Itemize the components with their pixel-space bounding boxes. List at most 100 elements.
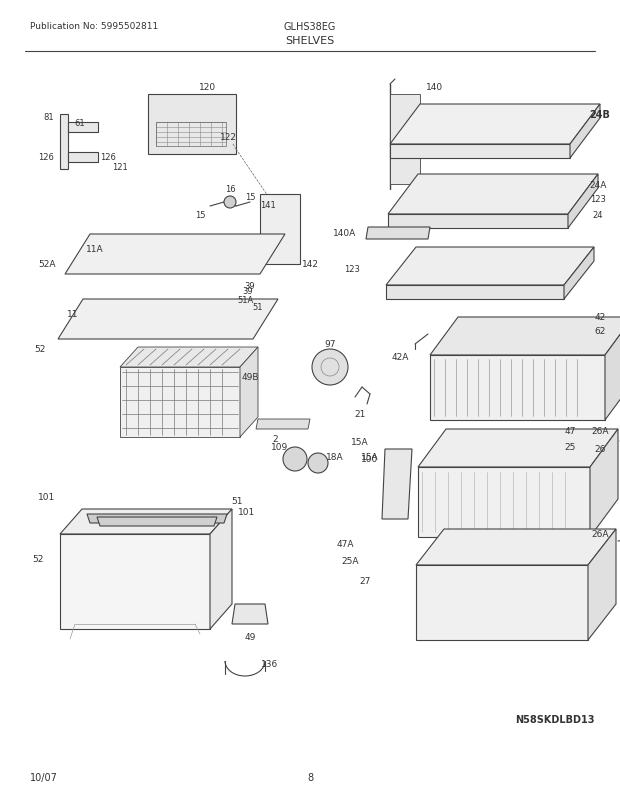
- Text: 18A: 18A: [326, 453, 344, 462]
- Polygon shape: [60, 534, 210, 630]
- Text: 10/07: 10/07: [30, 772, 58, 782]
- Text: 15A: 15A: [361, 453, 379, 462]
- Text: 49: 49: [244, 633, 255, 642]
- Polygon shape: [60, 509, 232, 534]
- Text: 126: 126: [100, 153, 116, 162]
- Polygon shape: [68, 153, 98, 163]
- Text: 61: 61: [74, 119, 86, 128]
- Text: GLHS38EG: GLHS38EG: [284, 22, 336, 32]
- Text: 11: 11: [67, 310, 79, 319]
- Text: 27: 27: [360, 577, 371, 585]
- Polygon shape: [416, 565, 588, 640]
- Circle shape: [312, 350, 348, 386]
- Text: 15: 15: [195, 210, 205, 219]
- Text: 24B: 24B: [590, 110, 611, 119]
- Polygon shape: [430, 318, 620, 355]
- Text: 24: 24: [593, 210, 603, 219]
- Polygon shape: [418, 468, 590, 537]
- Text: 51A: 51A: [237, 296, 253, 305]
- Text: 26A: 26A: [591, 530, 609, 539]
- Text: 42A: 42A: [391, 353, 409, 362]
- Text: 47: 47: [564, 427, 576, 436]
- Text: 49B: 49B: [241, 373, 259, 382]
- Polygon shape: [564, 248, 594, 300]
- Text: 15: 15: [245, 193, 255, 202]
- Text: N58SKDLBD13: N58SKDLBD13: [515, 714, 595, 724]
- Text: 140A: 140A: [334, 229, 356, 238]
- Polygon shape: [386, 286, 564, 300]
- Text: Publication No: 5995502811: Publication No: 5995502811: [30, 22, 158, 31]
- Polygon shape: [232, 604, 268, 624]
- Text: 51: 51: [231, 497, 243, 506]
- Polygon shape: [430, 355, 605, 420]
- Polygon shape: [388, 215, 568, 229]
- Circle shape: [308, 453, 328, 473]
- Text: 51: 51: [253, 303, 264, 312]
- Text: 121: 121: [112, 164, 128, 172]
- Text: 100: 100: [361, 455, 379, 464]
- Polygon shape: [58, 300, 278, 339]
- Polygon shape: [568, 175, 598, 229]
- Text: 123: 123: [590, 195, 606, 205]
- Polygon shape: [65, 235, 285, 274]
- Text: 123: 123: [344, 265, 360, 274]
- Text: 26: 26: [595, 445, 606, 454]
- Polygon shape: [386, 248, 594, 286]
- Polygon shape: [588, 529, 616, 640]
- Text: 62: 62: [595, 327, 606, 336]
- Text: 97: 97: [324, 340, 336, 349]
- Polygon shape: [390, 105, 600, 145]
- Polygon shape: [605, 318, 620, 420]
- Circle shape: [224, 196, 236, 209]
- Text: 81: 81: [43, 113, 54, 123]
- Text: 16: 16: [224, 185, 236, 194]
- Polygon shape: [570, 105, 600, 159]
- Text: 2: 2: [272, 435, 278, 444]
- Text: 25: 25: [564, 443, 576, 452]
- Polygon shape: [590, 429, 618, 537]
- Polygon shape: [240, 347, 258, 437]
- Polygon shape: [256, 419, 310, 429]
- Polygon shape: [87, 514, 227, 524]
- Text: 52: 52: [34, 345, 46, 354]
- Text: 39: 39: [242, 287, 254, 296]
- Polygon shape: [260, 195, 300, 265]
- Polygon shape: [120, 367, 240, 437]
- Text: 101: 101: [238, 508, 255, 516]
- Text: 101: 101: [38, 493, 55, 502]
- Text: 25A: 25A: [341, 557, 359, 565]
- Text: SHELVES: SHELVES: [285, 36, 335, 46]
- Circle shape: [283, 448, 307, 472]
- Polygon shape: [366, 228, 430, 240]
- Text: 52: 52: [32, 555, 43, 564]
- Text: 109: 109: [272, 443, 289, 452]
- Polygon shape: [60, 115, 68, 170]
- Polygon shape: [390, 95, 420, 184]
- Polygon shape: [388, 175, 598, 215]
- Polygon shape: [418, 429, 618, 468]
- Text: 39: 39: [245, 282, 255, 291]
- Text: 126: 126: [38, 152, 54, 161]
- Polygon shape: [97, 517, 217, 526]
- Text: 140: 140: [427, 83, 443, 92]
- Polygon shape: [390, 145, 570, 159]
- Polygon shape: [120, 347, 258, 367]
- Text: 142: 142: [301, 260, 319, 269]
- Text: 8: 8: [307, 772, 313, 782]
- Text: 52A: 52A: [38, 260, 56, 269]
- Text: 42: 42: [595, 313, 606, 322]
- Polygon shape: [210, 509, 232, 630]
- Polygon shape: [148, 95, 236, 155]
- Text: 122: 122: [219, 132, 236, 141]
- Polygon shape: [416, 529, 616, 565]
- Text: 15A: 15A: [351, 438, 369, 447]
- Text: 120: 120: [200, 83, 216, 92]
- Text: 136: 136: [262, 660, 278, 669]
- Text: 47A: 47A: [336, 540, 354, 549]
- Text: 21: 21: [354, 410, 366, 419]
- Text: 26A: 26A: [591, 427, 609, 436]
- Text: 11A: 11A: [86, 245, 104, 254]
- Text: 24A: 24A: [590, 180, 607, 189]
- Polygon shape: [68, 123, 98, 133]
- Polygon shape: [382, 449, 412, 520]
